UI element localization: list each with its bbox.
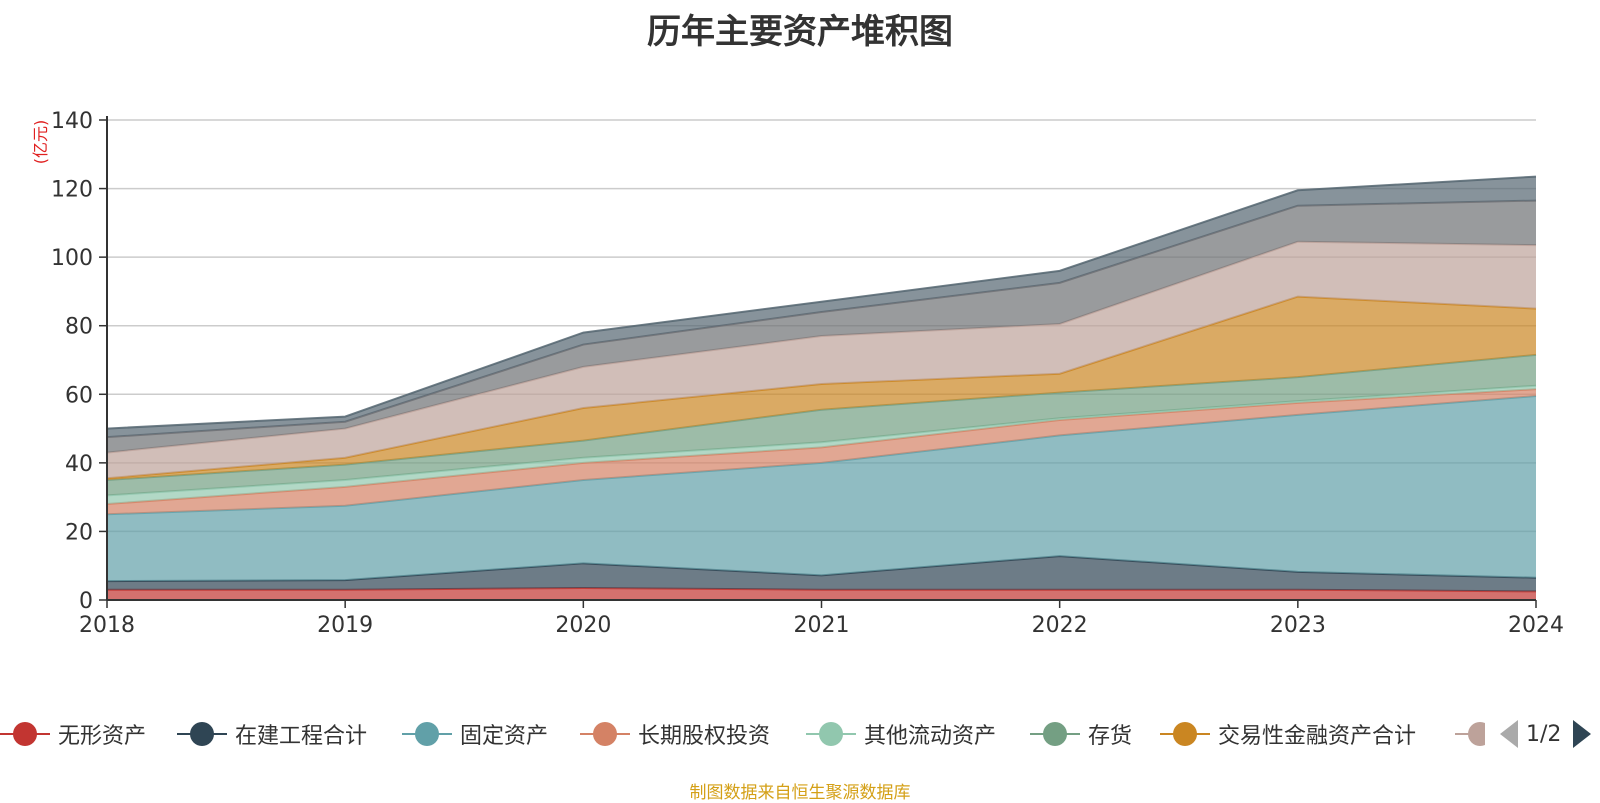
y-tick-label: 20 — [65, 520, 93, 545]
legend-marker-icon — [580, 722, 630, 746]
legend-label: 固定资产 — [460, 724, 549, 749]
x-tick-label: 2020 — [555, 613, 611, 638]
y-tick-label: 140 — [51, 109, 93, 134]
legend-item-partial[interactable] — [1455, 718, 1485, 750]
legend-marker-icon — [1160, 722, 1210, 746]
area-series-7 — [107, 296, 1536, 480]
area-series-5 — [107, 385, 1536, 504]
legend-marker-icon — [402, 722, 452, 746]
legend-marker-icon — [0, 722, 50, 746]
legend-item[interactable]: 交易性金融资产合计 — [1160, 718, 1416, 750]
legend-item[interactable]: 长期股权投资 — [580, 718, 770, 750]
x-tick-label: 2023 — [1270, 613, 1326, 638]
legend-label: 存货 — [1088, 724, 1133, 749]
x-tick-label: 2024 — [1508, 613, 1564, 638]
legend-item[interactable]: 存货 — [1030, 718, 1132, 750]
axes: 0 20 40 60 80 100 120 140 2018 2019 2020 2021 2022 20… — [51, 109, 1564, 638]
legend-label: 无形资产 — [58, 724, 147, 749]
legend-prev-icon[interactable] — [1500, 720, 1518, 748]
legend-label: 交易性金融资产合计 — [1218, 724, 1417, 749]
area-series-group — [106, 175, 1537, 600]
area-series-9 — [107, 200, 1536, 453]
area-series-3 — [107, 396, 1536, 582]
y-tick-label: 60 — [65, 383, 93, 408]
legend-item[interactable]: 在建工程合计 — [177, 718, 367, 750]
y-tick-label: 0 — [79, 589, 93, 614]
y-tick-label: 120 — [51, 178, 93, 203]
x-tick-label: 2022 — [1032, 613, 1088, 638]
area-series-8 — [107, 241, 1536, 479]
y-axis-unit-label: (亿元) — [31, 120, 50, 165]
legend-item[interactable]: 无形资产 — [0, 718, 146, 750]
legend-item[interactable]: 其他流动资产 — [806, 718, 996, 750]
area-series-10 — [107, 176, 1536, 438]
legend-marker-icon — [177, 722, 227, 746]
legend-page-indicator: 1/2 — [1526, 721, 1562, 747]
legend: 无形资产 在建工程合计 固定资产 长期股权投资 其他流动资产 存货 交易性金融资产合计 — [0, 718, 1600, 750]
legend-pager: 1/2 — [1500, 718, 1592, 750]
x-tick-label: 2019 — [317, 613, 373, 638]
legend-label: 在建工程合计 — [235, 724, 368, 749]
x-tick-label: 2021 — [794, 613, 850, 638]
legend-next-icon[interactable] — [1573, 720, 1592, 748]
area-series-4 — [107, 389, 1536, 515]
area-series-1 — [107, 588, 1536, 600]
x-tick-label: 2018 — [79, 613, 135, 638]
legend-item[interactable]: 固定资产 — [402, 718, 548, 750]
y-tick-label: 40 — [65, 452, 93, 477]
data-source-note: 制图数据来自恒生聚源数据库 — [689, 783, 911, 803]
legend-marker-icon — [1030, 722, 1080, 746]
legend-label: 长期股权投资 — [638, 724, 771, 749]
area-series-6 — [107, 354, 1536, 496]
legend-marker-icon — [1455, 722, 1485, 746]
y-tick-label: 100 — [51, 246, 93, 271]
legend-label: 其他流动资产 — [864, 724, 997, 749]
legend-marker-icon — [806, 722, 856, 746]
chart-title: 历年主要资产堆积图 — [647, 12, 953, 52]
y-tick-label: 80 — [65, 315, 93, 340]
area-series-10-line — [106, 175, 1537, 430]
